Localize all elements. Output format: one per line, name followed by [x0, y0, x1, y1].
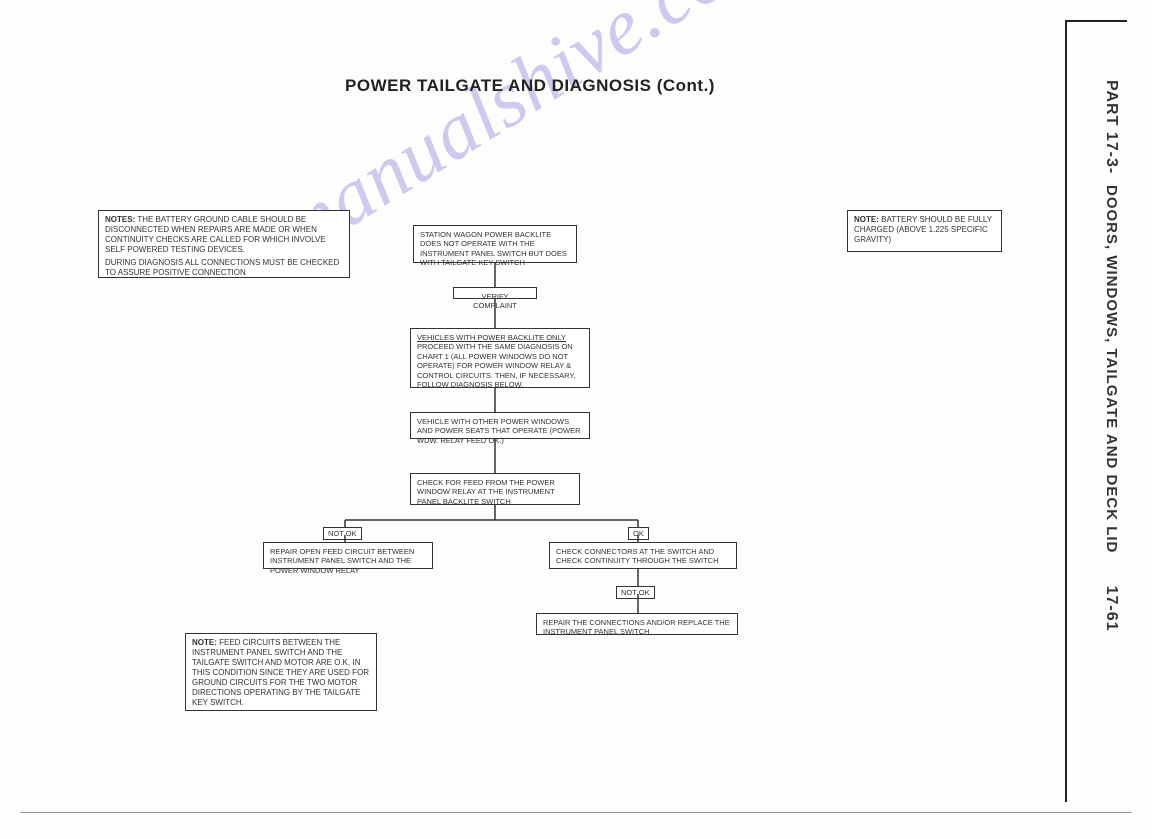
label-notok-bottom: NOT OK: [616, 586, 655, 599]
page-title: POWER TAILGATE AND DIAGNOSIS (Cont.): [0, 76, 1060, 96]
flow-repair-replace: REPAIR THE CONNECTIONS AND/OR REPLACE TH…: [536, 613, 738, 635]
flow-backlite-only: VEHICLES WITH POWER BACKLITE ONLY PROCEE…: [410, 328, 590, 388]
side-section: DOORS, WINDOWS, TAILGATE AND DECK LID: [1103, 185, 1120, 553]
flow-verify: VERIFY COMPLAINT: [453, 287, 537, 299]
part-number: PART 17-3-: [1103, 80, 1120, 174]
notes-right-box: NOTE: BATTERY SHOULD BE FULLY CHARGED (A…: [847, 210, 1002, 252]
label-notok-left: NOT OK: [323, 527, 362, 540]
flow-other-windows: VEHICLE WITH OTHER POWER WINDOWS AND POW…: [410, 412, 590, 439]
flow-start: STATION WAGON POWER BACKLITE DOES NOT OP…: [413, 225, 577, 263]
flow-check-conn: CHECK CONNECTORS AT THE SWITCH AND CHECK…: [549, 542, 737, 569]
side-tab-text: PART 17-3- DOORS, WINDOWS, TAILGATE AND …: [1102, 80, 1120, 780]
flow-backlite-body: PROCEED WITH THE SAME DIAGNOSIS ON CHART…: [417, 342, 576, 389]
notes-left-line2: DURING DIAGNOSIS ALL CONNECTIONS MUST BE…: [105, 258, 339, 277]
flow-check-feed: CHECK FOR FEED FROM THE POWER WINDOW REL…: [410, 473, 580, 505]
bottom-rule: [20, 812, 1132, 813]
label-ok-right: OK: [628, 527, 649, 540]
notes-left-label: NOTES:: [105, 215, 135, 224]
flow-backlite-title: VEHICLES WITH POWER BACKLITE ONLY: [417, 333, 566, 342]
note-bottom-label: NOTE:: [192, 638, 217, 647]
notes-left-box: NOTES: THE BATTERY GROUND CABLE SHOULD B…: [98, 210, 350, 278]
flow-repair-open: REPAIR OPEN FEED CIRCUIT BETWEEN INSTRUM…: [263, 542, 433, 569]
page-number: 17-61: [1103, 586, 1120, 632]
note-bottom-line1: FEED CIRCUITS BETWEEN THE INSTRUMENT PAN…: [192, 638, 369, 707]
notes-right-label: NOTE:: [854, 215, 879, 224]
note-bottom-box: NOTE: FEED CIRCUITS BETWEEN THE INSTRUME…: [185, 633, 377, 711]
notes-left-line1: THE BATTERY GROUND CABLE SHOULD BE DISCO…: [105, 215, 326, 254]
